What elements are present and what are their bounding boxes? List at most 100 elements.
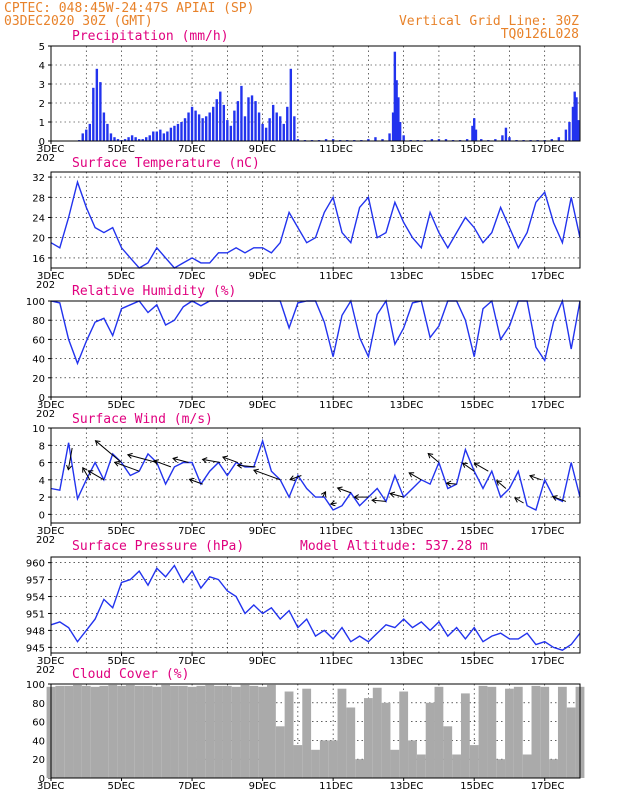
- y-tick-label: 945: [26, 643, 45, 654]
- y-tick-label: 6: [39, 459, 45, 470]
- cloud-bar: [249, 685, 259, 778]
- precip-bar: [564, 129, 568, 141]
- wind-arrow: [189, 478, 203, 485]
- x-tick-label: 13DEC: [390, 526, 424, 537]
- cloud-bar: [187, 686, 197, 778]
- wind-arrow-head: [94, 440, 101, 446]
- precip-bar: [113, 137, 116, 141]
- panel-4: Surface Pressure (hPa) 945 948 951 954 957 960…: [26, 539, 581, 676]
- x-tick-label: 3DEC: [37, 144, 64, 155]
- y-tick-label: 0: [39, 510, 45, 521]
- x-tick-label: 9DEC: [249, 400, 276, 411]
- cloud-bar: [240, 684, 250, 778]
- precip-bar: [148, 135, 151, 141]
- x-tick-label: 3DEC: [37, 656, 64, 667]
- x-tick-label: 5DEC: [108, 526, 135, 537]
- wind-arrow-head: [473, 462, 480, 468]
- cloud-bar: [425, 702, 435, 778]
- x-tick-label: 11DEC: [319, 656, 353, 667]
- cloud-bar: [231, 686, 241, 778]
- x-axis-year-stub: 202: [36, 665, 55, 676]
- x-tick-label: 17DEC: [531, 781, 565, 792]
- precip-bar: [134, 137, 137, 141]
- y-tick-label: 40: [32, 736, 45, 747]
- wind-arrow: [289, 475, 302, 481]
- precip-bar: [204, 116, 208, 141]
- precip-bar: [257, 112, 261, 141]
- cloud-bar: [496, 759, 506, 778]
- precip-bar: [289, 68, 293, 141]
- panel-0: Precipitation (mm/h) 0 1 2 3 4 5 3DEC 5DEC 7DEC 9D…: [36, 29, 581, 164]
- cloud-bar: [284, 691, 294, 778]
- series-line: [50, 564, 581, 651]
- wind-arrow: [514, 497, 524, 504]
- precip-bar: [261, 123, 264, 141]
- cloud-bar: [319, 740, 329, 778]
- wind-arrow: [172, 457, 189, 464]
- cloud-bar: [205, 684, 215, 778]
- y-tick-label: 24: [32, 213, 45, 224]
- y-tick-label: 60: [32, 718, 45, 729]
- x-tick-label: 9DEC: [249, 526, 276, 537]
- cloud-bar: [81, 685, 91, 778]
- x-tick-label: 7DEC: [178, 656, 205, 667]
- y-tick-label: 8: [39, 441, 45, 452]
- precip-bar: [169, 127, 173, 141]
- wind-arrow: [408, 472, 422, 481]
- cloud-bar: [214, 685, 223, 778]
- cloud-bar: [152, 686, 162, 778]
- precip-bar: [388, 133, 391, 141]
- x-tick-label: 11DEC: [319, 781, 353, 792]
- precip-bar: [271, 104, 275, 141]
- precip-bar: [577, 120, 580, 141]
- precip-bar: [504, 127, 508, 141]
- precip-bar: [95, 68, 99, 141]
- y-tick-label: 16: [32, 254, 45, 265]
- cloud-bar: [549, 759, 558, 778]
- precip-bar: [127, 137, 130, 141]
- x-tick-label: 7DEC: [178, 781, 205, 792]
- x-tick-label: 17DEC: [531, 526, 565, 537]
- panel-frame: [50, 171, 581, 269]
- precip-bar: [236, 101, 240, 141]
- x-tick-label: 15DEC: [460, 271, 494, 282]
- panel-frame: [50, 427, 581, 524]
- x-tick-label: 13DEC: [390, 656, 424, 667]
- precip-bar: [219, 91, 222, 141]
- cloud-bar: [143, 685, 153, 778]
- wind-arrow: [88, 470, 105, 481]
- y-tick-label: 954: [26, 593, 45, 604]
- precip-bar: [106, 123, 109, 141]
- precip-bar: [501, 135, 504, 141]
- precip-bar: [166, 131, 169, 141]
- y-tick-label: 957: [26, 576, 45, 587]
- wind-arrow-head: [253, 468, 259, 475]
- model-altitude: Model Altitude: 537.28 m: [300, 539, 488, 554]
- precip-bar: [243, 116, 247, 141]
- panel-frame: [50, 300, 581, 398]
- cloud-bar: [363, 698, 373, 778]
- x-tick-label: 7DEC: [178, 400, 205, 411]
- wind-arrow-head: [408, 472, 415, 478]
- wind-arrow-head: [221, 455, 228, 462]
- y-tick-label: 60: [32, 335, 45, 346]
- y-tick-label: 32: [32, 173, 45, 184]
- cloud-bar: [346, 707, 356, 778]
- y-tick-label: 0: [39, 393, 45, 404]
- wind-arrow-head: [445, 480, 452, 487]
- precip-bar: [465, 139, 469, 141]
- cloud-bar: [222, 685, 232, 778]
- cloud-bar: [108, 684, 118, 778]
- station-header: CPTEC: 048:45W-24:47S APIAI (SP): [4, 1, 254, 16]
- wind-arrow-head: [113, 460, 120, 467]
- x-tick-label: 17DEC: [531, 271, 565, 282]
- precip-bar: [123, 139, 127, 141]
- panel-title: Surface Temperature (nC): [72, 156, 260, 171]
- wind-arrow: [552, 496, 567, 502]
- x-tick-label: 13DEC: [390, 144, 424, 155]
- panel-frame: [50, 556, 581, 654]
- wind-arrow: [114, 461, 140, 472]
- precip-bar: [194, 110, 197, 141]
- x-tick-label: 15DEC: [460, 144, 494, 155]
